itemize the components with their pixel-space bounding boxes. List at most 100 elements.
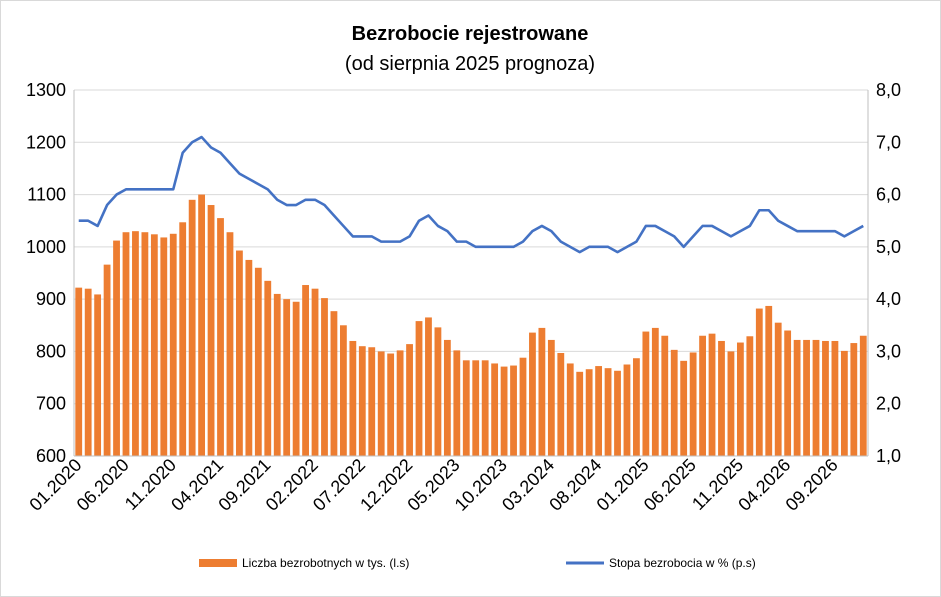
legend-swatch-bars [199,559,237,567]
bar [150,234,158,456]
bar [217,218,224,456]
bar [113,240,120,456]
bar [642,331,650,456]
bar [651,327,659,456]
bar [443,339,451,456]
bar [283,299,291,456]
bar [812,339,820,456]
axes [73,90,869,457]
bar [321,298,328,456]
bar [623,364,631,456]
bar [396,350,404,456]
bar [132,231,139,456]
x-tick-label: 09.2026 [782,455,842,515]
bar [765,305,773,456]
left-axis-ticks: 600 700 800 900 1000 1100 1200 1300 [26,80,66,466]
line-series [78,135,864,254]
bar [529,332,536,456]
left-tick-label: 1100 [27,185,66,205]
bar [604,368,612,456]
left-tick-label: 600 [36,446,66,466]
bar [718,340,725,456]
bar [519,357,527,456]
bar [434,327,442,456]
bar [736,342,744,456]
legend: Liczba bezrobotnych w tys. (l.s) Stopa b… [199,556,756,570]
bar [595,366,603,456]
bar [661,335,669,456]
bar [188,199,196,457]
left-tick-label: 1000 [26,237,66,257]
bar [236,250,243,456]
bar [368,347,376,456]
bar [793,339,801,456]
chart-title: Bezrobocie rejestrowane [352,23,589,45]
right-tick-label: 3,0 [876,341,901,361]
right-tick-label: 2,0 [876,394,901,414]
bar [614,370,621,456]
right-tick-label: 6,0 [876,185,901,205]
bar [292,301,300,456]
bar [831,340,839,456]
bar [566,363,574,456]
bar [538,327,546,456]
bar [179,222,187,456]
bar [784,330,792,456]
bar [207,205,215,456]
series-line [78,135,864,254]
bar [84,288,92,456]
bar [94,294,102,456]
bar [302,285,309,456]
bar [358,346,366,456]
bar [425,317,432,456]
right-tick-label: 5,0 [876,237,901,257]
bar [141,232,149,456]
bar [387,353,395,456]
bar [472,360,480,456]
left-tick-label: 700 [36,394,66,414]
legend-label-line: Stopa bezrobocia w % (p.s) [609,556,756,570]
bar [850,343,858,456]
bar [746,336,754,456]
bar [822,340,829,456]
bar [462,360,470,456]
bar [245,259,253,456]
bar [510,365,517,456]
left-tick-label: 900 [36,289,66,309]
left-tick-label: 1200 [26,132,66,152]
bar [699,335,706,456]
bar-series [75,194,867,457]
left-tick-label: 1300 [26,80,66,100]
bar [803,339,810,456]
bar [453,350,461,456]
right-tick-label: 1,0 [876,446,901,466]
right-tick-label: 7,0 [876,132,901,152]
bar [755,308,763,456]
x-tick-label: 06.2025 [640,455,700,515]
bar [547,339,555,456]
bar [557,352,565,456]
bar [859,335,867,456]
bar [500,366,508,456]
bar [585,369,593,456]
legend-label-bars: Liczba bezrobotnych w tys. (l.s) [242,556,409,570]
bar [349,340,357,456]
bar [481,360,489,456]
x-axis-ticks: 01.202006.202011.202004.202109.202102.20… [25,455,841,515]
left-tick-label: 800 [36,341,66,361]
bar [633,358,640,456]
bar [311,288,319,456]
bar [122,232,130,456]
bar [727,351,735,456]
bar [576,371,584,456]
bar [708,333,716,456]
bar [226,232,234,456]
bar [273,293,281,456]
right-axis-ticks: 1,0 2,0 3,0 4,0 5,0 6,0 7,0 8,0 [876,80,901,466]
bar [169,233,177,456]
bar [330,311,338,456]
bar [406,344,413,456]
right-tick-label: 8,0 [876,80,901,100]
right-tick-label: 4,0 [876,289,901,309]
